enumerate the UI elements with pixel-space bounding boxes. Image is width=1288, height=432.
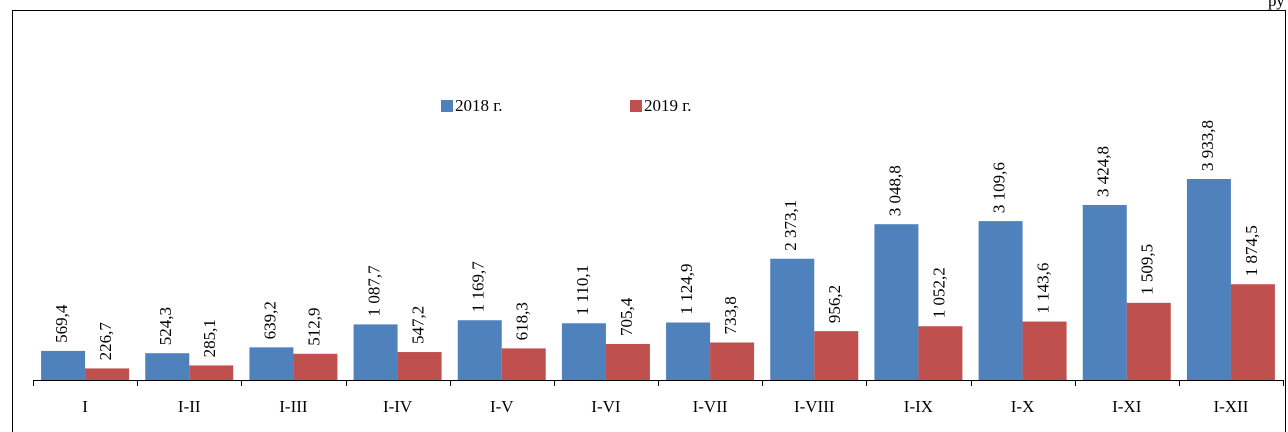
legend-swatch: [630, 100, 642, 112]
bar: [1126, 302, 1171, 380]
unit-label: ру: [1268, 0, 1285, 10]
value-label: 1 052,2: [929, 267, 948, 318]
value-label: 1 169,7: [469, 261, 488, 313]
bar: [397, 352, 442, 380]
value-label: 285,1: [200, 319, 219, 357]
value-label: 3 048,8: [885, 165, 904, 216]
chart-frame: [12, 10, 1286, 432]
bar: [189, 365, 234, 380]
bar: [561, 323, 606, 380]
value-label: 705,4: [617, 297, 636, 336]
value-label: 1 124,9: [677, 264, 696, 315]
value-label: 3 933,8: [1198, 120, 1217, 171]
value-label: 1 087,7: [364, 265, 383, 317]
bar: [814, 331, 859, 380]
x-tick-label: I-VII: [693, 397, 728, 416]
value-label: 512,9: [304, 308, 323, 346]
bar: [457, 320, 502, 380]
value-label: 226,7: [96, 322, 115, 361]
bar: [41, 350, 86, 380]
x-tick-label: I-XII: [1213, 397, 1248, 416]
x-tick-label: I-VIII: [794, 397, 835, 416]
bar: [1022, 321, 1067, 380]
x-tick-label: I-IX: [904, 397, 933, 416]
bar: [85, 368, 130, 380]
value-label: 1 143,6: [1033, 263, 1052, 314]
value-label: 618,3: [513, 302, 532, 340]
value-label: 956,2: [825, 285, 844, 323]
value-label: 569,4: [52, 304, 71, 343]
x-tick-label: I-XI: [1112, 397, 1142, 416]
value-label: 1 509,5: [1138, 244, 1157, 295]
value-label: 547,2: [408, 306, 427, 344]
legend-swatch: [441, 100, 453, 112]
bar: [874, 224, 919, 380]
bar: [770, 258, 815, 380]
bar: [978, 221, 1023, 380]
bar: [293, 353, 338, 380]
value-label: 524,3: [156, 307, 175, 345]
x-tick-label: I: [82, 397, 88, 416]
x-tick-label: I-II: [178, 397, 201, 416]
bar: [249, 347, 294, 380]
bar: [353, 324, 398, 380]
value-label: 2 373,1: [781, 200, 800, 251]
legend-label: 2018 г.: [455, 96, 503, 115]
value-label: 639,2: [260, 301, 279, 339]
value-label: 1 874,5: [1242, 225, 1261, 276]
bar: [145, 353, 190, 380]
value-label: 3 424,8: [1094, 146, 1113, 197]
x-tick-label: I-X: [1011, 397, 1035, 416]
value-label: 3 109,6: [989, 162, 1008, 213]
value-label: 1 110,1: [573, 265, 592, 315]
bar: [918, 326, 963, 380]
bar: [1186, 178, 1231, 380]
bar: [1230, 284, 1275, 380]
legend-label: 2019 г.: [644, 96, 692, 115]
x-tick-label: I-III: [279, 397, 308, 416]
bar: [501, 348, 546, 380]
x-tick-label: I-VI: [591, 397, 621, 416]
bar: [605, 343, 650, 380]
bar: [710, 342, 755, 380]
value-label: 733,8: [721, 296, 740, 334]
bar: [1082, 204, 1127, 380]
bar: [666, 322, 711, 380]
x-tick-label: I-IV: [383, 397, 413, 416]
x-tick-label: I-V: [490, 397, 514, 416]
